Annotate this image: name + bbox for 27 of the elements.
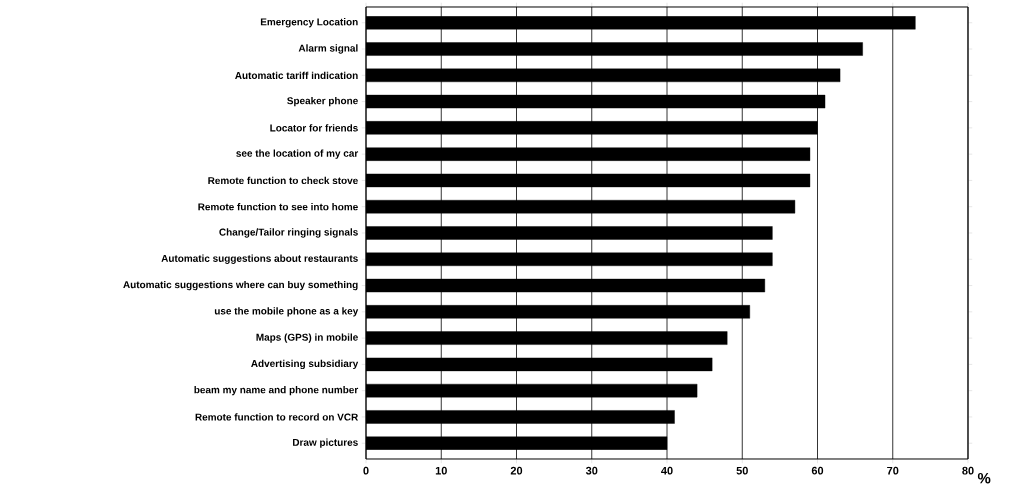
y-tick-label: Remote function to see into home (198, 203, 358, 211)
x-tick-label: 80 (962, 466, 974, 475)
y-tick-label: Maps (GPS) in mobile (256, 333, 358, 343)
y-tick-label: Draw pictures (293, 438, 358, 448)
y-tick-label: Remote function to record on VCR (195, 413, 359, 421)
x-axis-title: % (977, 472, 991, 484)
y-tick-label: Speaker phone (287, 96, 358, 107)
y-tick-label: beam my name and phone number (194, 386, 359, 396)
x-tick-label: 10 (435, 466, 447, 475)
x-tick-label: 0 (363, 466, 369, 475)
x-tick-label: 20 (510, 466, 523, 475)
y-tick-label: Emergency Location (260, 18, 358, 28)
y-tick-label: Automatic suggestions where can buy something (123, 280, 358, 291)
y-tick-label: see the location of my car (236, 149, 359, 159)
y-tick-label: Alarm signal (298, 44, 358, 54)
y-tick-label: Automatic suggestions about restaurants (161, 254, 358, 264)
y-tick-label: Remote function to check stove (208, 176, 358, 185)
y-tick-label: Automatic tariff indication (235, 71, 358, 79)
x-tick-label: 50 (736, 466, 748, 475)
x-tick-label: 60 (811, 466, 824, 475)
y-tick-label: Locator for friends (270, 124, 358, 132)
x-tick-label: 30 (585, 466, 598, 475)
y-tick-label: use the mobile phone as a key (214, 307, 359, 317)
x-tick-label: 40 (661, 466, 673, 475)
y-tick-label: Change/Tailor ringing signals (219, 228, 358, 238)
y-tick-label: Advertising subsidiary (251, 359, 359, 370)
x-tick-label: 70 (887, 466, 899, 475)
